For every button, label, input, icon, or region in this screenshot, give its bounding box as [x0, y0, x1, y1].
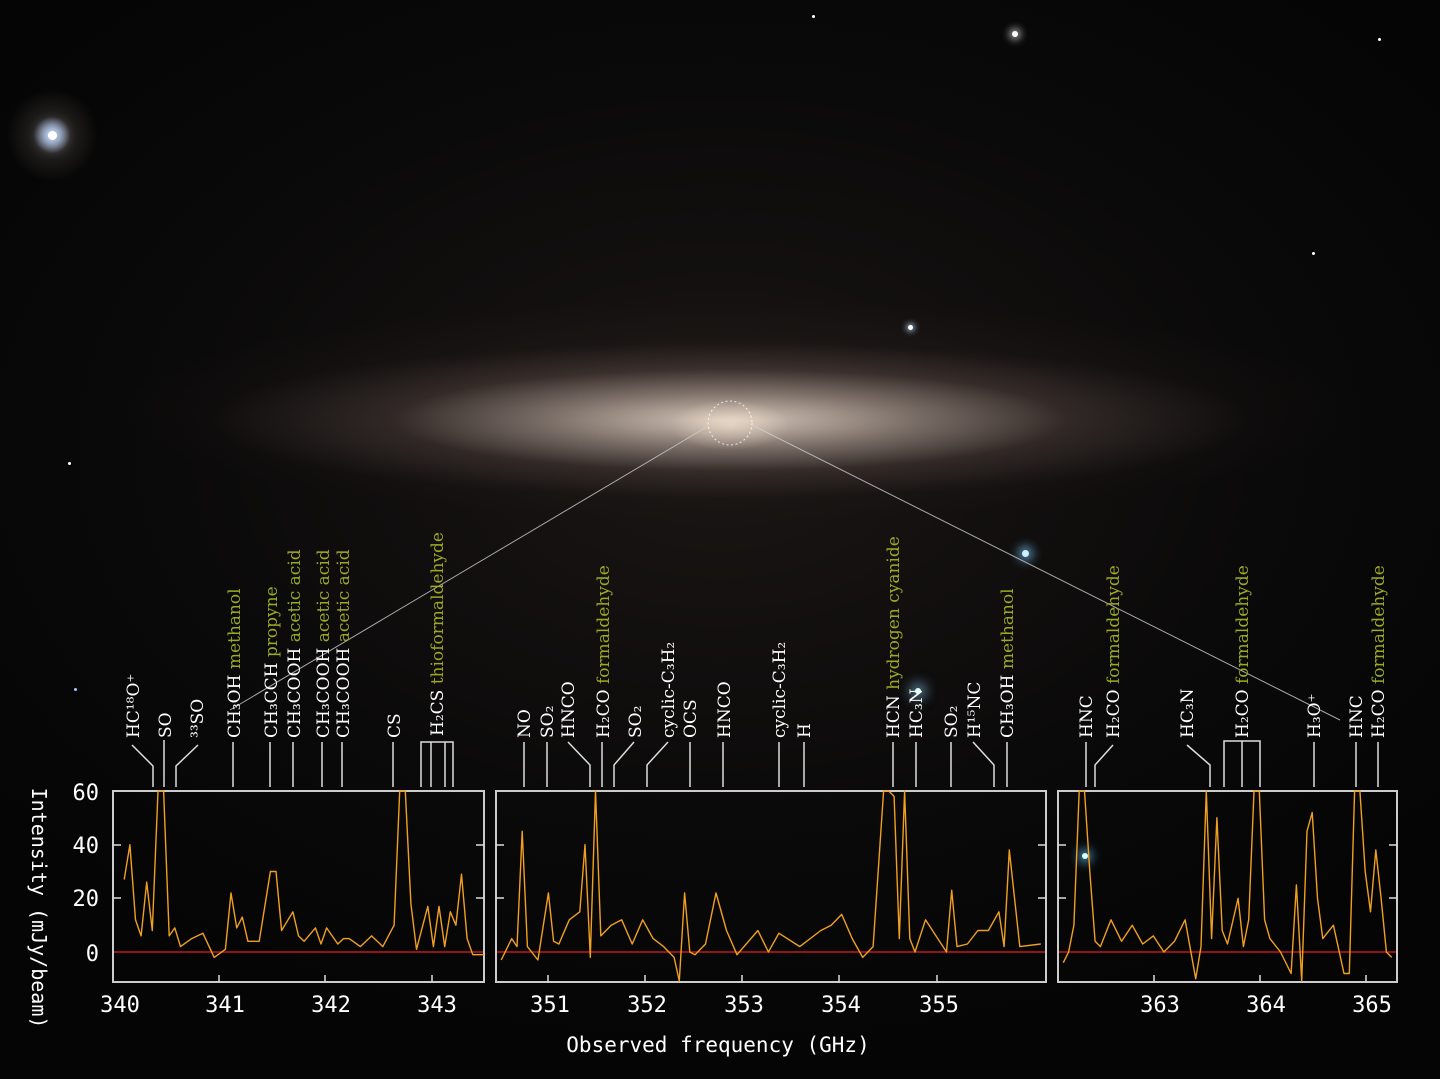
x-tick-353: 353 — [724, 993, 764, 1018]
label-ch3cooh-acetic-acid-2: CH₃COOH acetic acid — [314, 549, 334, 738]
label-h15nc: H¹⁵NC — [965, 682, 985, 738]
label-no: NO — [515, 709, 535, 738]
label-ch3cooh-acetic-acid-3: CH₃COOH acetic acid — [334, 549, 354, 738]
panel-1-frame — [112, 790, 485, 983]
label-cyclic-c3h2-1: cyclic-C₃H₂ — [659, 642, 679, 738]
x-tick-354: 354 — [821, 993, 861, 1018]
x-tick-355: 355 — [919, 993, 959, 1018]
label-cyclic-c3h2-2: cyclic-C₃H₂ — [770, 642, 790, 738]
panel-2-frame — [495, 790, 1047, 983]
label-hnco-1: HNCO — [559, 681, 579, 738]
y-tick-0: 0 — [86, 942, 99, 967]
label-hc3n-2: HC₃N — [1178, 688, 1198, 738]
label-so: SO — [156, 712, 176, 738]
x-ticks — [218, 975, 1367, 982]
label-h2co-formaldehyde-4: H₂CO formaldehyde — [1369, 565, 1389, 738]
star — [908, 325, 913, 330]
star — [1012, 31, 1018, 37]
label-ch3oh-methanol: CH₃OH methanol — [225, 588, 245, 738]
y-ticks — [113, 844, 1397, 899]
label-hnco-2: HNCO — [715, 681, 735, 738]
label-so2-1: SO₂ — [538, 706, 558, 738]
spectrum-trace-3 — [1062, 790, 1393, 982]
label-cs: CS — [385, 713, 405, 738]
label-ocs: OCS — [681, 699, 701, 738]
label-so2-3: SO₂ — [942, 706, 962, 738]
x-tick-340: 340 — [100, 993, 140, 1018]
label-hcn-hydrogen-cyanide: HCN hydrogen cyanide — [884, 536, 904, 738]
spectrum-trace-1 — [123, 790, 484, 959]
y-tick-20: 20 — [73, 887, 100, 912]
bright-star — [48, 131, 57, 140]
label-h2cs-thioformaldehyde: H₂CS thioformaldehyde — [428, 532, 448, 736]
label-h2co-formaldehyde-3: H₂CO formaldehyde — [1233, 565, 1253, 738]
star — [74, 688, 77, 691]
x-axis-title: Observed frequency (GHz) — [566, 1033, 869, 1057]
star — [1378, 38, 1381, 41]
label-ch3cooh-acetic-acid-1: CH₃COOH acetic acid — [285, 549, 305, 738]
y-tick-labels: 60 40 20 0 — [73, 781, 100, 967]
label-hc18o: HC¹⁸O⁺ — [124, 674, 144, 738]
x-tick-352: 352 — [627, 993, 667, 1018]
x-tick-341: 341 — [205, 993, 245, 1018]
label-h2co-formaldehyde-2: H₂CO formaldehyde — [1104, 565, 1124, 738]
x-tick-labels: 340 341 342 343 351 352 353 354 355 363 … — [100, 993, 1392, 1018]
x-tick-363: 363 — [1140, 993, 1180, 1018]
panel-3-frame — [1057, 790, 1398, 983]
label-h2co-formaldehyde-1: H₂CO formaldehyde — [594, 565, 614, 738]
label-33so: ³³SO — [188, 699, 208, 738]
line-markers — [131, 740, 1379, 787]
star — [915, 688, 921, 694]
star — [1312, 252, 1315, 255]
label-ch3cch-propyne: CH₃CCH propyne — [262, 586, 282, 738]
zoom-indicator — [229, 400, 1341, 721]
molecule-labels: HC¹⁸O⁺ SO ³³SO CH₃OH methanol CH₃CCH pro… — [124, 532, 1389, 738]
x-tick-364: 364 — [1246, 993, 1286, 1018]
label-h: H — [795, 723, 815, 738]
y-tick-40: 40 — [73, 834, 100, 859]
y-tick-60: 60 — [73, 781, 100, 806]
label-ch3oh-methanol-2: CH₃OH methanol — [998, 588, 1018, 738]
spectrum-traces — [123, 790, 1393, 982]
panel-frames — [112, 790, 1398, 983]
x-tick-351: 351 — [530, 993, 570, 1018]
spectrum-trace-2 — [500, 790, 1041, 982]
label-hc3n-1: HC₃N — [907, 688, 927, 738]
label-hnc-2: HNC — [1347, 695, 1367, 738]
x-tick-343: 343 — [417, 993, 457, 1018]
star — [68, 462, 71, 465]
label-so2-2: SO₂ — [626, 706, 646, 738]
x-tick-365: 365 — [1352, 993, 1392, 1018]
label-h3o: H₃O⁺ — [1305, 693, 1325, 738]
star — [812, 15, 815, 18]
star — [1022, 550, 1029, 557]
y-axis-title: Intensity (mJy/beam) — [27, 788, 51, 1029]
label-hnc-1: HNC — [1077, 695, 1097, 738]
x-tick-342: 342 — [311, 993, 351, 1018]
star — [1082, 853, 1088, 859]
